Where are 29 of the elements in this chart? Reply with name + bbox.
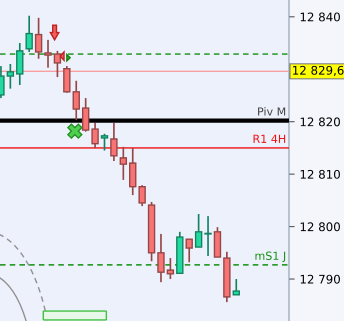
candlestick xyxy=(82,97,90,132)
ref-line-label: Piv M xyxy=(258,107,286,116)
candlestick xyxy=(25,14,33,53)
candlestick xyxy=(166,257,174,280)
candlestick xyxy=(44,39,52,68)
candlestick xyxy=(129,147,136,196)
candlestick xyxy=(194,213,202,248)
candlestick xyxy=(100,132,108,152)
candlestick xyxy=(110,122,118,162)
y-tick-label: 12 810 xyxy=(300,170,340,179)
y-tick-label: 12 790 xyxy=(300,274,340,284)
ref-line-label: 12 829,6 xyxy=(293,66,344,76)
ref-line-label: R1 4H xyxy=(254,134,286,143)
candlestick xyxy=(72,80,80,121)
candlestick xyxy=(91,122,99,149)
candlestick xyxy=(204,215,212,257)
candlestick xyxy=(34,17,42,60)
candlestick xyxy=(186,238,193,264)
candlestick xyxy=(63,65,71,94)
y-tick-label: 12 840 xyxy=(300,12,340,22)
candlestick xyxy=(232,278,240,296)
candlestick xyxy=(16,42,24,86)
candlestick xyxy=(138,184,146,207)
candlestick xyxy=(120,146,128,181)
ref-line-label: mS1 J xyxy=(255,252,286,262)
y-tick-label: 12 800 xyxy=(300,222,340,232)
candlestick xyxy=(6,63,14,90)
candlestick xyxy=(157,233,165,284)
y-tick-label: 12 820 xyxy=(300,117,340,126)
